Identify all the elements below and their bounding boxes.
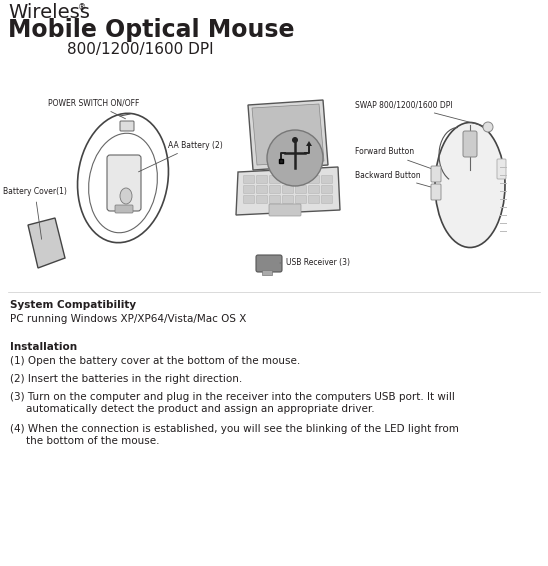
FancyBboxPatch shape	[243, 175, 254, 183]
Text: Wireless: Wireless	[8, 3, 90, 22]
Text: USB Receiver (3): USB Receiver (3)	[280, 258, 350, 267]
Text: SWAP 800/1200/1600 DPI: SWAP 800/1200/1600 DPI	[355, 101, 486, 126]
FancyBboxPatch shape	[431, 184, 441, 200]
Text: the bottom of the mouse.: the bottom of the mouse.	[26, 436, 159, 446]
Text: AA Battery (2): AA Battery (2)	[139, 140, 222, 172]
FancyBboxPatch shape	[269, 204, 301, 216]
Text: System Compatibility: System Compatibility	[10, 300, 136, 310]
Polygon shape	[252, 104, 324, 165]
FancyBboxPatch shape	[309, 195, 319, 204]
Polygon shape	[248, 100, 328, 170]
FancyBboxPatch shape	[107, 155, 141, 211]
FancyBboxPatch shape	[283, 175, 294, 183]
FancyBboxPatch shape	[115, 205, 133, 213]
FancyBboxPatch shape	[270, 175, 281, 183]
Text: (3) Turn on the computer and plug in the receiver into the computers USB port. I: (3) Turn on the computer and plug in the…	[10, 392, 455, 402]
FancyBboxPatch shape	[120, 121, 134, 131]
Text: automatically detect the product and assign an appropriate driver.: automatically detect the product and ass…	[26, 404, 375, 414]
FancyBboxPatch shape	[279, 159, 283, 163]
Polygon shape	[236, 167, 340, 215]
FancyBboxPatch shape	[283, 195, 294, 204]
Circle shape	[292, 137, 298, 143]
FancyBboxPatch shape	[309, 175, 319, 183]
Text: ®: ®	[78, 3, 86, 12]
Circle shape	[483, 122, 493, 132]
FancyBboxPatch shape	[431, 166, 441, 182]
Text: Backward Button: Backward Button	[355, 170, 435, 188]
Text: POWER SWITCH ON/OFF: POWER SWITCH ON/OFF	[48, 98, 139, 119]
Polygon shape	[306, 141, 312, 146]
FancyBboxPatch shape	[256, 175, 267, 183]
Text: Forward Button: Forward Button	[355, 148, 435, 170]
FancyBboxPatch shape	[463, 131, 477, 157]
FancyBboxPatch shape	[243, 195, 254, 204]
FancyBboxPatch shape	[295, 195, 306, 204]
Ellipse shape	[435, 122, 505, 247]
FancyBboxPatch shape	[243, 186, 254, 194]
FancyBboxPatch shape	[256, 186, 267, 194]
Text: Battery Cover(1): Battery Cover(1)	[3, 187, 67, 239]
Text: Mobile Optical Mouse: Mobile Optical Mouse	[8, 18, 294, 42]
FancyBboxPatch shape	[256, 255, 282, 272]
Ellipse shape	[120, 188, 132, 204]
FancyBboxPatch shape	[309, 186, 319, 194]
FancyBboxPatch shape	[322, 175, 333, 183]
Polygon shape	[28, 218, 65, 268]
Text: (1) Open the battery cover at the bottom of the mouse.: (1) Open the battery cover at the bottom…	[10, 356, 300, 366]
FancyBboxPatch shape	[270, 195, 281, 204]
FancyBboxPatch shape	[322, 186, 333, 194]
FancyBboxPatch shape	[256, 195, 267, 204]
Text: Installation: Installation	[10, 342, 77, 352]
Text: PC running Windows XP/XP64/Vista/Mac OS X: PC running Windows XP/XP64/Vista/Mac OS …	[10, 314, 247, 324]
FancyBboxPatch shape	[295, 175, 306, 183]
FancyBboxPatch shape	[497, 159, 506, 179]
Text: (4) When the connection is established, you will see the blinking of the LED lig: (4) When the connection is established, …	[10, 424, 459, 434]
Text: (2) Insert the batteries in the right direction.: (2) Insert the batteries in the right di…	[10, 374, 242, 384]
Circle shape	[267, 130, 323, 186]
Text: 800/1200/1600 DPI: 800/1200/1600 DPI	[67, 42, 213, 57]
FancyBboxPatch shape	[295, 186, 306, 194]
FancyBboxPatch shape	[283, 186, 294, 194]
FancyBboxPatch shape	[270, 186, 281, 194]
FancyBboxPatch shape	[262, 270, 272, 275]
FancyBboxPatch shape	[322, 195, 333, 204]
